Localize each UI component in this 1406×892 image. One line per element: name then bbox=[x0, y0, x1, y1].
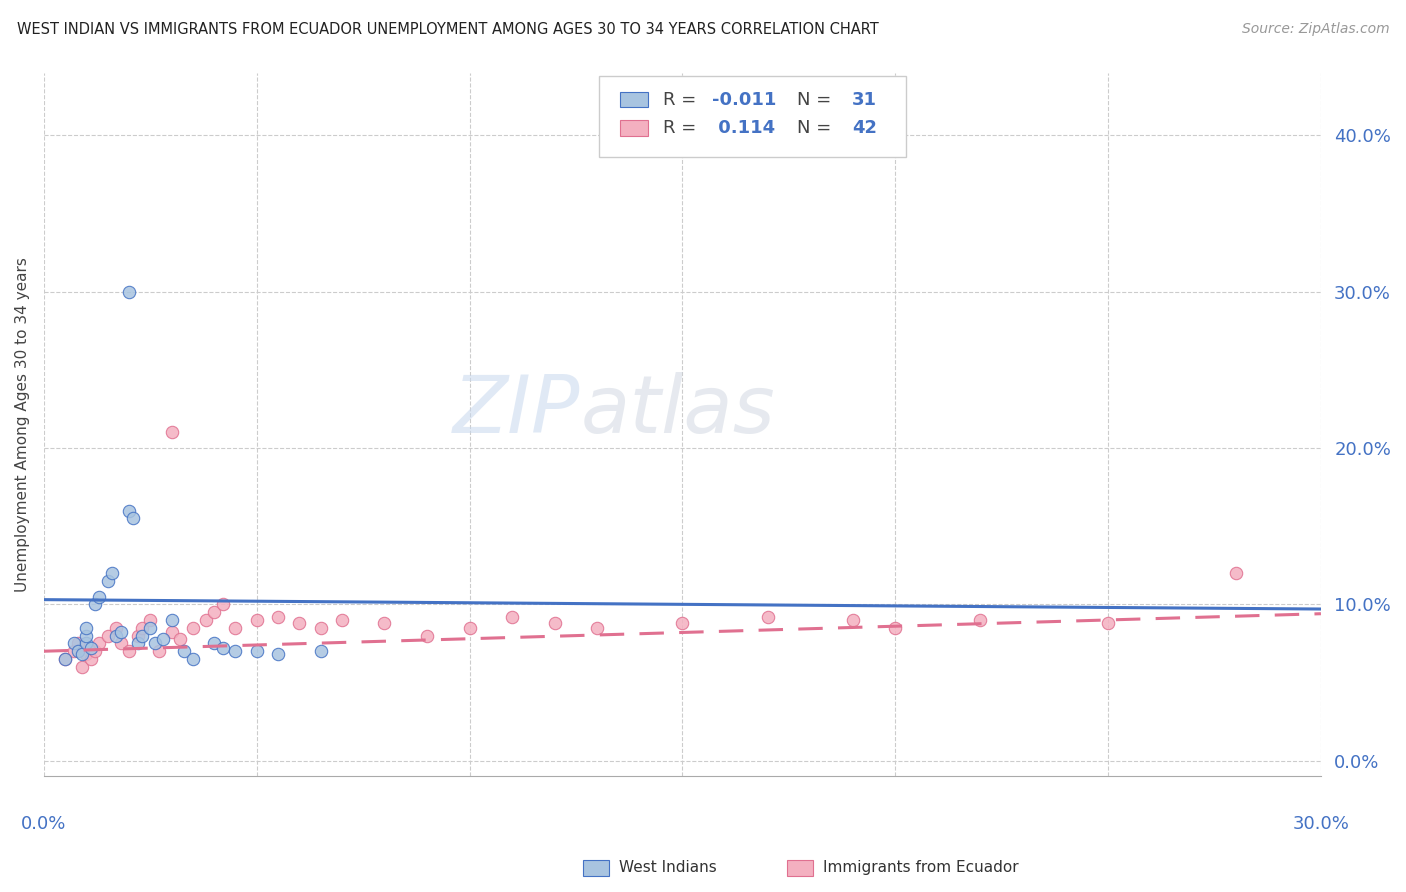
Point bbox=[62, 644, 84, 658]
Text: WEST INDIAN VS IMMIGRANTS FROM ECUADOR UNEMPLOYMENT AMONG AGES 30 TO 34 YEARS CO: WEST INDIAN VS IMMIGRANTS FROM ECUADOR U… bbox=[17, 22, 879, 37]
FancyBboxPatch shape bbox=[620, 92, 648, 107]
Point bbox=[211, 641, 233, 656]
Point bbox=[70, 660, 93, 674]
Point bbox=[80, 652, 103, 666]
Point bbox=[139, 613, 162, 627]
Point bbox=[131, 629, 153, 643]
Point bbox=[148, 644, 170, 658]
Point bbox=[75, 629, 97, 643]
Point bbox=[330, 613, 353, 627]
Point bbox=[671, 616, 693, 631]
Point bbox=[89, 636, 111, 650]
Point bbox=[884, 621, 907, 635]
Point bbox=[75, 621, 97, 635]
Point bbox=[131, 621, 153, 635]
Point bbox=[110, 625, 132, 640]
Point bbox=[1225, 566, 1247, 580]
Point bbox=[501, 610, 523, 624]
Text: R =: R = bbox=[664, 119, 702, 136]
Point bbox=[97, 574, 120, 588]
Point bbox=[84, 644, 107, 658]
Point bbox=[309, 644, 332, 658]
Point bbox=[75, 648, 97, 662]
Point bbox=[1097, 616, 1119, 631]
Point bbox=[53, 652, 76, 666]
Point bbox=[416, 629, 439, 643]
Point bbox=[756, 610, 779, 624]
Point bbox=[122, 511, 145, 525]
Point bbox=[309, 621, 332, 635]
Point bbox=[143, 636, 166, 650]
Point bbox=[160, 613, 183, 627]
FancyBboxPatch shape bbox=[620, 120, 648, 136]
Point bbox=[53, 652, 76, 666]
Point bbox=[246, 644, 269, 658]
Point bbox=[246, 613, 269, 627]
Point bbox=[75, 636, 97, 650]
Bar bbox=[583, 860, 609, 876]
Point bbox=[267, 610, 290, 624]
Point bbox=[544, 616, 567, 631]
Text: -0.011: -0.011 bbox=[711, 91, 776, 109]
Text: atlas: atlas bbox=[581, 372, 775, 450]
Text: 0.114: 0.114 bbox=[711, 119, 775, 136]
Point bbox=[105, 629, 128, 643]
Point bbox=[169, 632, 191, 646]
Point bbox=[66, 644, 89, 658]
Point bbox=[80, 641, 103, 656]
Point bbox=[118, 503, 141, 517]
Point bbox=[118, 644, 141, 658]
Point bbox=[127, 629, 149, 643]
Point bbox=[224, 644, 246, 658]
Point bbox=[181, 652, 204, 666]
Text: West Indians: West Indians bbox=[619, 860, 717, 874]
Point bbox=[152, 632, 174, 646]
Text: 30.0%: 30.0% bbox=[1292, 815, 1350, 833]
Point bbox=[841, 613, 863, 627]
Point bbox=[160, 425, 183, 440]
Bar bbox=[787, 860, 813, 876]
Text: Source: ZipAtlas.com: Source: ZipAtlas.com bbox=[1241, 22, 1389, 37]
Point bbox=[97, 629, 120, 643]
Point bbox=[89, 590, 111, 604]
Point bbox=[70, 648, 93, 662]
Point bbox=[202, 605, 225, 619]
Point bbox=[194, 613, 217, 627]
Text: R =: R = bbox=[664, 91, 702, 109]
Point bbox=[181, 621, 204, 635]
Point bbox=[62, 636, 84, 650]
Point bbox=[84, 598, 107, 612]
Text: N =: N = bbox=[797, 91, 838, 109]
Point bbox=[373, 616, 395, 631]
Text: 0.0%: 0.0% bbox=[21, 815, 66, 833]
Point bbox=[202, 636, 225, 650]
Point bbox=[969, 613, 991, 627]
Point bbox=[66, 636, 89, 650]
Y-axis label: Unemployment Among Ages 30 to 34 years: Unemployment Among Ages 30 to 34 years bbox=[15, 257, 30, 592]
Point bbox=[211, 598, 233, 612]
Point bbox=[173, 644, 195, 658]
Point bbox=[110, 636, 132, 650]
Point bbox=[267, 648, 290, 662]
Text: ZIP: ZIP bbox=[453, 372, 581, 450]
Point bbox=[118, 285, 141, 299]
Point bbox=[288, 616, 311, 631]
Point bbox=[224, 621, 246, 635]
Point bbox=[458, 621, 481, 635]
Text: 31: 31 bbox=[852, 91, 877, 109]
Point bbox=[160, 625, 183, 640]
Point bbox=[101, 566, 124, 580]
Point bbox=[127, 636, 149, 650]
Point bbox=[139, 621, 162, 635]
Text: Immigrants from Ecuador: Immigrants from Ecuador bbox=[823, 860, 1018, 874]
Text: 42: 42 bbox=[852, 119, 877, 136]
Text: N =: N = bbox=[797, 119, 838, 136]
FancyBboxPatch shape bbox=[599, 77, 905, 157]
Point bbox=[586, 621, 609, 635]
Point bbox=[105, 621, 128, 635]
